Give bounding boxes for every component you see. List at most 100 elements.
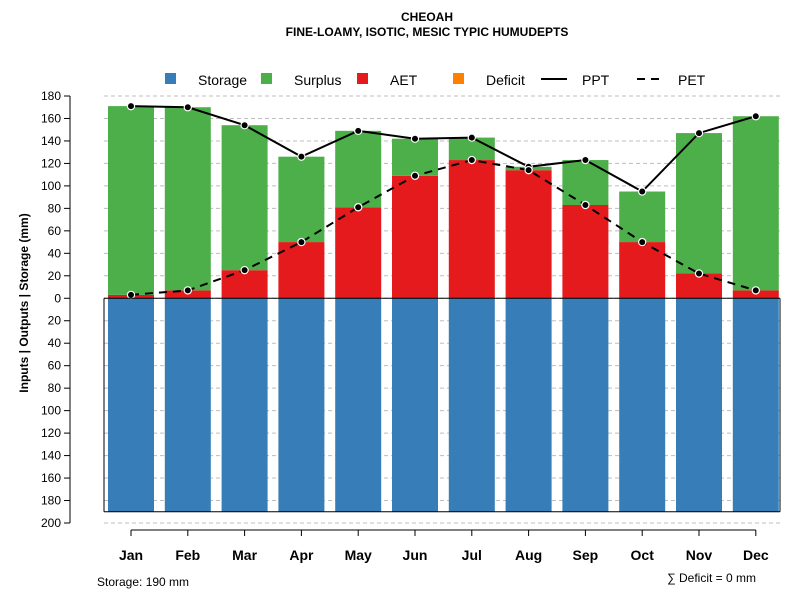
surplus-bar-apr [278, 156, 325, 243]
aet-bar-jun [392, 175, 438, 299]
legend: Storage Surplus AET Deficit PPT PET [165, 72, 706, 88]
ppt-line [130, 105, 757, 193]
pet-point-apr [297, 237, 306, 247]
pet-point-nov [694, 269, 704, 278]
storage-bar-jul [448, 298, 495, 512]
x-tick-label-nov: Nov [686, 547, 713, 563]
surplus-bar-feb [164, 107, 211, 291]
ppt-point-feb [183, 103, 192, 112]
surplus-bar-sep [562, 160, 609, 205]
y-tick-label-13: 80 [48, 381, 62, 395]
x-tick-label-dec: Dec [743, 547, 769, 563]
storage-bar-mar [221, 298, 268, 512]
y-tick-label-2: 140 [41, 134, 61, 148]
pet-point-oct [638, 237, 647, 247]
surplus-bar-jun [392, 138, 438, 176]
y-tick-label-9: 0 [54, 291, 61, 305]
ppt-point-mar [240, 121, 249, 130]
storage-bar-oct [619, 298, 666, 512]
storage-bar-dec [732, 298, 779, 512]
surplus-bar-mar [221, 125, 268, 271]
ppt-point-jun [410, 134, 420, 143]
aet-bar-sep [562, 204, 609, 299]
storage-bar-jun [392, 298, 438, 512]
ppt-point-oct [638, 187, 647, 196]
pet-point-jan [126, 290, 136, 300]
series-lines [126, 101, 761, 300]
surplus-bar-nov [676, 133, 722, 274]
chart-subtitle: FINE-LOAMY, ISOTIC, MESIC TYPIC HUMUDEPT… [286, 25, 569, 39]
y-tick-label-14: 100 [41, 404, 61, 418]
legend-pet-label: PET [678, 72, 706, 88]
pet-point-sep [581, 200, 590, 210]
deficit-note: ∑ Deficit = 0 mm [667, 571, 756, 585]
legend-deficit-label: Deficit [486, 72, 525, 88]
surplus-bar-jan [108, 106, 154, 295]
chart-title: CHEOAH [401, 10, 453, 24]
y-tick-label-4: 100 [41, 179, 61, 193]
storage-bar-jan [108, 298, 154, 512]
y-axis-label: Inputs | Outputs | Storage (mm) [17, 213, 31, 392]
storage-bar-apr [278, 298, 325, 512]
x-tick-label-feb: Feb [175, 547, 200, 563]
legend-ppt-label: PPT [582, 72, 610, 88]
surplus-bar-dec [732, 116, 779, 291]
axes: 1801601401201008060402002040608010012014… [41, 89, 781, 563]
x-tick-label-oct: Oct [631, 547, 655, 563]
ppt-point-jul [467, 133, 476, 142]
ppt-point-apr [297, 152, 306, 161]
legend-surplus-swatch [261, 73, 272, 84]
aet-bar-may [335, 207, 382, 299]
aet-bar-mar [221, 270, 268, 299]
ppt-point-jan [126, 101, 136, 111]
x-tick-label-jan: Jan [119, 547, 143, 563]
aet-bar-apr [278, 242, 325, 299]
surplus-bar-may [335, 130, 382, 208]
y-tick-label-17: 160 [41, 471, 61, 485]
y-tick-label-6: 60 [48, 224, 62, 238]
x-tick-label-may: May [345, 547, 372, 563]
legend-aet-swatch [357, 73, 368, 84]
surplus-bar-oct [619, 191, 666, 243]
aet-bar-jul [448, 160, 495, 299]
y-tick-label-3: 120 [41, 156, 61, 170]
storage-bar-sep [562, 298, 609, 512]
x-tick-label-sep: Sep [573, 547, 599, 563]
y-tick-label-18: 180 [41, 494, 61, 508]
legend-surplus-label: Surplus [294, 72, 341, 88]
legend-storage-label: Storage [198, 72, 247, 88]
y-tick-label-19: 200 [41, 516, 61, 530]
ppt-point-may [354, 126, 363, 136]
storage-note: Storage: 190 mm [97, 575, 189, 589]
y-tick-label-12: 60 [48, 359, 62, 373]
y-tick-label-5: 80 [48, 201, 62, 215]
storage-bar-feb [164, 298, 211, 512]
pet-point-dec [751, 286, 761, 295]
bars [108, 106, 779, 512]
y-tick-label-8: 20 [48, 269, 62, 283]
y-tick-label-16: 140 [41, 449, 61, 463]
legend-storage-swatch [165, 73, 176, 84]
pet-point-may [354, 203, 363, 212]
pet-point-feb [183, 286, 192, 295]
pet-point-jun [410, 171, 420, 180]
legend-deficit-swatch [453, 73, 464, 84]
pet-line [130, 159, 757, 296]
pet-point-jul [467, 155, 476, 165]
y-tick-label-11: 40 [48, 336, 62, 350]
ppt-point-dec [751, 112, 761, 121]
x-tick-label-jul: Jul [462, 547, 482, 563]
ppt-point-nov [694, 128, 704, 138]
storage-bar-aug [505, 298, 552, 512]
x-tick-label-aug: Aug [515, 547, 542, 563]
y-tick-label-7: 40 [48, 246, 62, 260]
storage-bar-nov [676, 298, 722, 512]
x-tick-label-jun: Jun [403, 547, 428, 563]
aet-bar-aug [505, 170, 552, 299]
ppt-point-sep [581, 155, 590, 165]
y-tick-label-1: 160 [41, 111, 61, 125]
pet-point-mar [240, 265, 249, 275]
x-tick-label-mar: Mar [232, 547, 257, 563]
legend-aet-label: AET [390, 72, 418, 88]
